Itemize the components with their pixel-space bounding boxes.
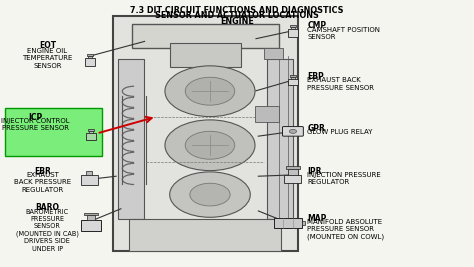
Text: CMP: CMP [307,21,326,30]
Bar [84,213,98,215]
Text: ICP: ICP [28,113,43,122]
Bar [86,171,92,175]
Bar [88,56,92,58]
Bar [88,129,94,131]
Circle shape [190,183,230,206]
Bar [87,54,93,56]
Bar [291,77,295,79]
Circle shape [170,172,250,217]
Circle shape [165,120,255,171]
Text: 7.3 DIT CIRCUIT FUNCTIONS AND DIAGNOSTICS: 7.3 DIT CIRCUIT FUNCTIONS AND DIAGNOSTIC… [130,6,344,15]
Text: IPR: IPR [307,167,322,176]
Bar [290,25,296,27]
Circle shape [185,77,235,105]
Bar [129,219,281,251]
Bar [85,58,95,66]
Bar [288,79,298,85]
Bar [132,24,279,48]
Bar [113,16,298,251]
Bar [284,175,301,183]
Text: MANIFOLD ABSOLUTE
PRESSURE SENSOR
(MOUNTED ON COWL): MANIFOLD ABSOLUTE PRESSURE SENSOR (MOUNT… [307,219,384,240]
Bar [288,29,298,37]
Ellipse shape [289,129,297,134]
Text: EXHAUST BACK
PRESSURE SENSOR: EXHAUST BACK PRESSURE SENSOR [307,77,374,91]
Bar [118,59,144,219]
Bar [81,175,98,185]
Text: INJECTOR CONTROL
PRESSURE SENSOR: INJECTOR CONTROL PRESSURE SENSOR [1,118,70,131]
Text: EOT: EOT [39,41,56,50]
Bar [290,75,296,77]
Circle shape [165,66,255,117]
Text: BARO: BARO [36,203,59,212]
Text: SENSOR AND ACTUATOR LOCATIONS: SENSOR AND ACTUATOR LOCATIONS [155,11,319,20]
Bar [87,215,95,220]
Bar [302,221,305,225]
Text: ENGINE: ENGINE [220,17,254,26]
Bar [288,169,298,175]
Text: MAP: MAP [307,214,327,223]
Text: ENGINE OIL
TEMPERATURE
SENSOR: ENGINE OIL TEMPERATURE SENSOR [22,48,73,69]
Bar [274,218,302,227]
Text: GPR: GPR [307,124,325,133]
Bar [86,133,96,140]
Text: GLOW PLUG RELAY: GLOW PLUG RELAY [307,129,373,135]
Text: INJECTION PRESSURE
REGULATOR: INJECTION PRESSURE REGULATOR [307,172,381,186]
Circle shape [185,131,235,159]
Text: CAMSHAFT POSITION
SENSOR: CAMSHAFT POSITION SENSOR [307,27,380,40]
Bar [170,43,241,67]
Text: BAROMETRIC
PRESSURE
SENSOR
(MOUNTED IN CAB)
DRIVERS SIDE
UNDER IP: BAROMETRIC PRESSURE SENSOR (MOUNTED IN C… [16,209,79,252]
FancyBboxPatch shape [283,127,303,136]
Bar [286,166,300,169]
Text: EXHAUST
BACK PRESSURE
REGULATOR: EXHAUST BACK PRESSURE REGULATOR [14,172,71,193]
Bar [89,131,93,133]
Bar [255,106,279,122]
Bar [5,108,102,156]
Bar [81,220,101,231]
Bar [267,59,293,219]
Bar [264,48,283,59]
Text: EBR: EBR [34,167,51,176]
Bar [291,27,295,29]
Text: EBP: EBP [307,72,324,81]
